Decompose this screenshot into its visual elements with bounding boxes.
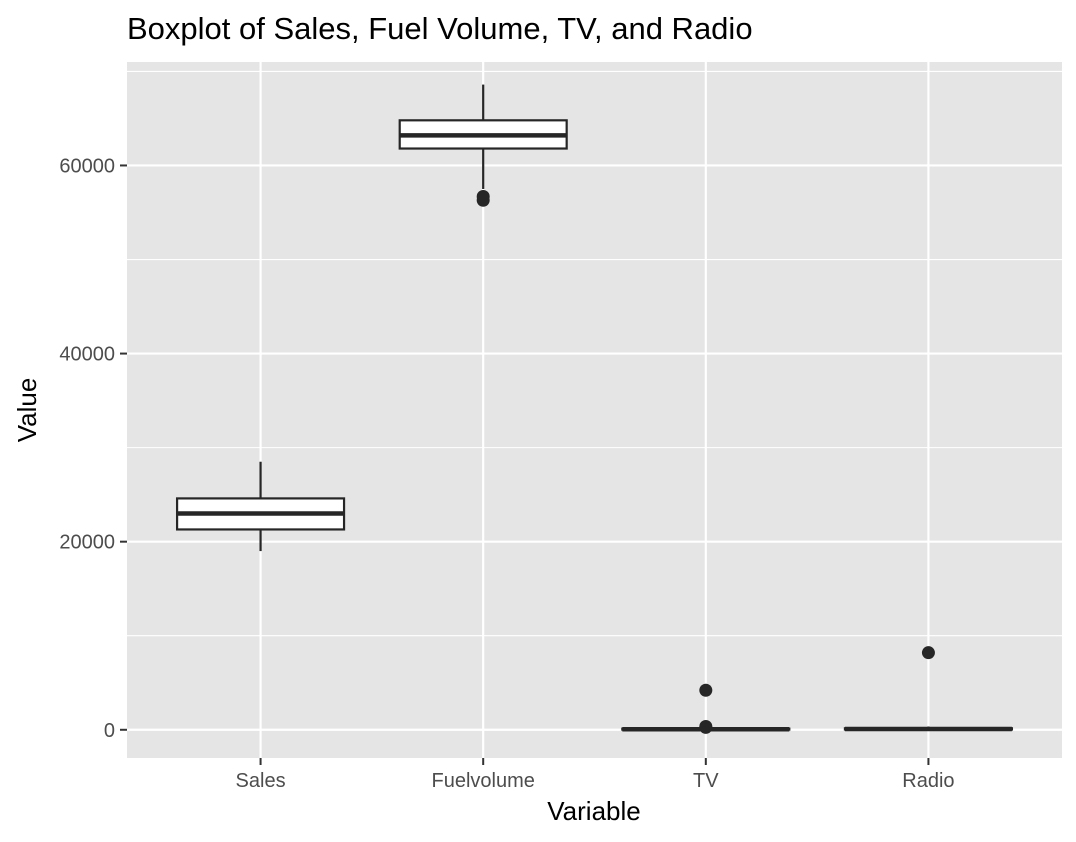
y-axis-title: Value <box>12 378 42 443</box>
boxes <box>175 84 1014 734</box>
outlier-point <box>476 189 490 203</box>
outlier-point <box>699 720 713 734</box>
chart-title: Boxplot of Sales, Fuel Volume, TV, and R… <box>127 11 753 46</box>
x-tick-label: Radio <box>902 770 954 792</box>
plot-panel <box>127 62 1062 758</box>
box-tv <box>621 683 791 734</box>
outlier-point <box>921 646 935 660</box>
minor-gridlines <box>127 70 1062 637</box>
box-radio <box>843 646 1014 732</box>
outlier-point <box>699 683 713 697</box>
box-sales <box>175 461 346 552</box>
y-tick-label: 40000 <box>59 344 115 366</box>
y-tick-label: 60000 <box>59 155 115 177</box>
x-axis-title: Variable <box>547 796 640 826</box>
x-axis-ticks: Sales Fuelvolume TV Radio <box>236 758 955 792</box>
x-tick-label: TV <box>693 770 719 792</box>
x-tick-label: Fuelvolume <box>431 770 534 792</box>
y-axis-ticks: 0 20000 40000 60000 <box>59 155 127 742</box>
major-gridlines <box>127 62 1062 758</box>
y-tick-label: 0 <box>104 720 115 742</box>
box-fuelvolume <box>398 84 568 207</box>
x-tick-label: Sales <box>236 770 286 792</box>
y-tick-label: 20000 <box>59 532 115 554</box>
